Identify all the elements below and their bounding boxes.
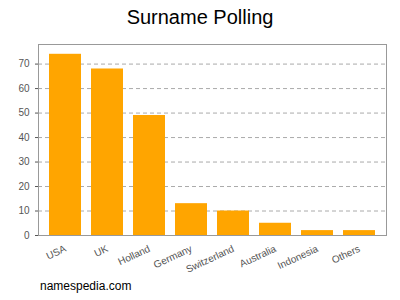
svg-text:USA: USA (44, 243, 68, 262)
svg-text:10: 10 (18, 205, 30, 216)
svg-text:Others: Others (330, 243, 362, 266)
svg-text:40: 40 (18, 132, 30, 143)
svg-text:0: 0 (24, 230, 30, 241)
svg-text:Indonesia: Indonesia (276, 243, 320, 271)
svg-text:UK: UK (92, 243, 110, 259)
svg-text:Holland: Holland (116, 243, 151, 267)
svg-text:50: 50 (18, 107, 30, 118)
svg-text:Germany: Germany (151, 242, 194, 271)
html-text:namespedia.com: namespedia.com (40, 279, 132, 293)
html-text:Surname Polling: Surname Polling (126, 6, 274, 28)
svg-text:70: 70 (18, 58, 30, 69)
svg-text:Switzerland: Switzerland (184, 243, 236, 275)
svg-text:Australia: Australia (238, 243, 278, 270)
svg-text:20: 20 (18, 181, 30, 192)
svg-text:60: 60 (18, 83, 30, 94)
svg-text:30: 30 (18, 156, 30, 167)
